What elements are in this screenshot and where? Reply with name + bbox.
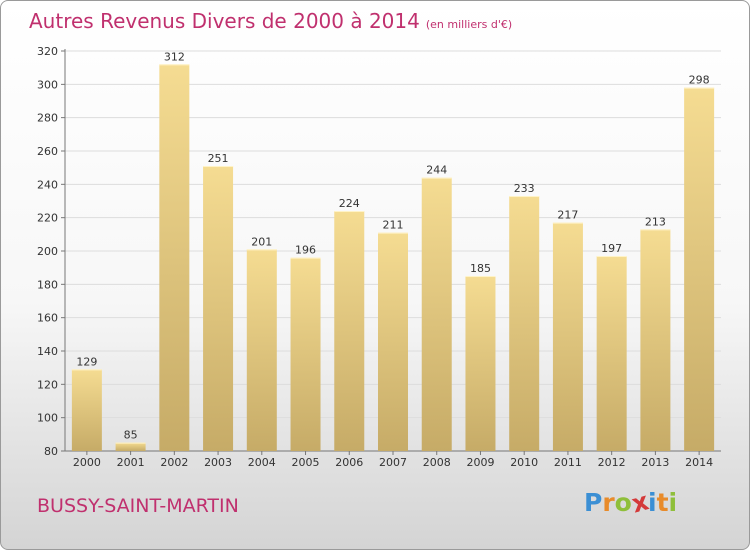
bar [596,256,627,451]
y-tick-label: 220 [37,212,58,225]
logo-letter: r [602,488,615,517]
bar [421,177,452,451]
bar [684,87,715,452]
data-label: 129 [76,355,97,368]
x-tick-label: 2000 [73,456,101,469]
x-tick-label: 2011 [554,456,582,469]
x-tick-label: 2012 [598,456,626,469]
x-tick-label: 2009 [466,456,494,469]
y-tick-label: 100 [37,412,58,425]
bar [246,249,277,451]
y-tick-label: 200 [37,245,58,258]
bar [640,229,671,451]
logo-letter: i [668,488,678,517]
data-label: 85 [124,429,138,442]
data-label: 233 [514,182,535,195]
city-name: BUSSY-SAINT-MARTIN [37,495,239,517]
y-tick-label: 160 [37,312,58,325]
bar [115,442,146,451]
data-label: 201 [251,235,272,248]
y-tick-label: 120 [37,378,58,391]
data-label: 217 [557,209,578,222]
chart-title: Autres Revenus Divers de 2000 à 2014 (en … [29,9,512,33]
y-tick-label: 320 [37,45,58,58]
bar [71,369,102,451]
x-tick-label: 2004 [248,456,276,469]
data-label: 211 [383,219,404,232]
data-label: 312 [164,50,185,63]
x-tick-label: 2003 [204,456,232,469]
bar [465,276,496,451]
y-tick-label: 180 [37,278,58,291]
data-label: 224 [339,197,360,210]
y-tick-label: 260 [37,145,58,158]
chart-subtitle: (en milliers d'€) [425,18,513,31]
logo-letter: P [584,488,603,517]
data-label: 251 [208,152,229,165]
x-tick-label: 2006 [335,456,363,469]
y-tick-label: 300 [37,78,58,91]
x-tick-label: 2014 [685,456,713,469]
bar [378,232,408,451]
bar [334,211,365,451]
bar [290,257,321,451]
bar [203,166,234,451]
data-label: 196 [295,244,316,257]
proxiti-logo: Proxiti [584,486,678,518]
bar [552,222,583,451]
data-label: 298 [689,74,710,87]
bar [509,196,540,451]
data-label: 213 [645,215,666,228]
x-tick-label: 2005 [292,456,320,469]
x-tick-label: 2002 [160,456,188,469]
x-tick-label: 2001 [117,456,145,469]
y-tick-label: 140 [37,345,58,358]
y-tick-label: 240 [37,178,58,191]
title-text: Autres Revenus Divers de 2000 à 2014 [29,9,420,33]
x-tick-label: 2010 [510,456,538,469]
x-tick-label: 2007 [379,456,407,469]
x-tick-label: 2013 [641,456,669,469]
data-label: 244 [426,164,447,177]
y-tick-label: 280 [37,112,58,125]
logo-letter: i [648,488,657,517]
y-tick-label: 80 [44,445,58,458]
logo-letter: o [614,488,632,517]
bar [159,64,190,452]
x-tick-label: 2008 [423,456,451,469]
logo-letter: t [656,488,669,517]
data-label: 197 [601,242,622,255]
data-label: 185 [470,262,491,275]
